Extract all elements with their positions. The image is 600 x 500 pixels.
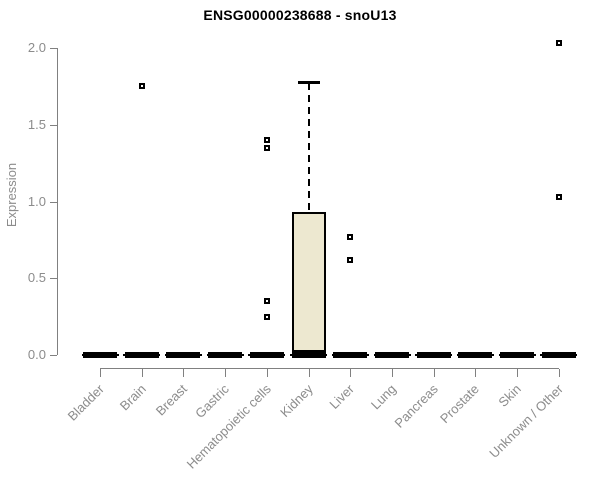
outlier-point	[347, 256, 354, 263]
median-bar	[500, 352, 535, 358]
median-bar	[124, 352, 159, 358]
y-tick-label: 1.5	[27, 116, 46, 132]
y-tick-label: 0.5	[27, 270, 46, 286]
y-tick-label: 1.0	[27, 193, 46, 209]
median-bar	[333, 352, 368, 358]
median-bar	[416, 352, 451, 358]
median-bar	[83, 352, 117, 358]
median-bar	[541, 352, 576, 358]
outlier-center	[265, 139, 268, 142]
x-tick	[433, 369, 435, 377]
y-tick-label: 0.0	[27, 347, 46, 362]
y-axis-line	[57, 48, 58, 355]
x-tick	[266, 369, 268, 377]
median-bar	[208, 352, 243, 358]
outlier-center	[265, 300, 268, 303]
outlier-point	[263, 144, 270, 151]
outlier-center	[349, 235, 352, 238]
x-tick	[141, 369, 143, 377]
outlier-point	[347, 233, 354, 240]
median-bar	[249, 352, 284, 358]
x-tick	[183, 369, 185, 377]
chart-title: ENSG00000238688 - snoU13	[203, 7, 397, 23]
x-tick	[225, 369, 227, 377]
outlier-center	[557, 195, 560, 198]
outlier-center	[557, 42, 560, 45]
median-bar	[375, 352, 410, 358]
outlier-point	[555, 40, 562, 47]
median-bar	[291, 352, 326, 358]
box-rect	[291, 212, 326, 352]
outlier-center	[265, 146, 268, 149]
outlier-point	[263, 313, 270, 320]
upper-whisker	[307, 83, 310, 213]
outlier-center	[140, 85, 143, 88]
y-tick-label: 2.0	[27, 40, 46, 55]
x-tick	[350, 369, 352, 377]
x-tick	[392, 369, 394, 377]
y-tick	[50, 278, 57, 280]
outlier-point	[263, 137, 270, 144]
y-tick	[50, 201, 57, 203]
outlier-center	[349, 258, 352, 261]
outlier-point	[138, 83, 145, 90]
x-tick	[517, 369, 519, 377]
x-tick	[308, 369, 310, 377]
median-bar	[166, 352, 201, 358]
outlier-point	[555, 193, 562, 200]
outlier-point	[263, 298, 270, 305]
x-tick	[475, 369, 477, 377]
whisker-cap	[297, 81, 320, 85]
median-bar	[458, 352, 493, 358]
x-axis-line	[100, 368, 559, 369]
x-tick	[558, 369, 560, 377]
x-tick	[100, 369, 101, 377]
outlier-center	[265, 315, 268, 318]
y-tick	[50, 48, 57, 49]
y-tick	[50, 124, 57, 126]
y-tick	[50, 355, 57, 356]
